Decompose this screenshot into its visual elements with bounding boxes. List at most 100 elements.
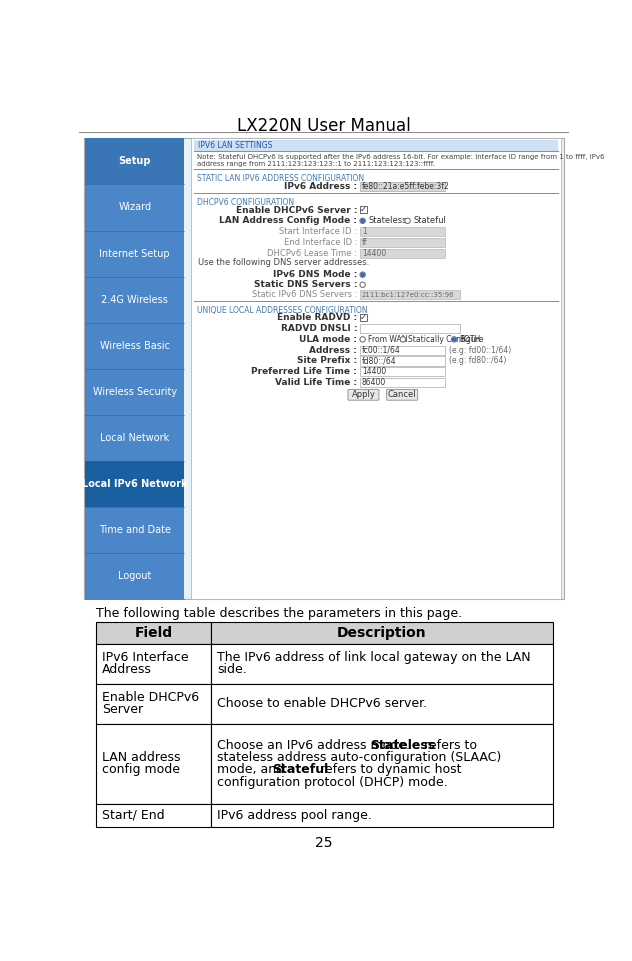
Text: 2111:bc1:127e0:cc::35:96: 2111:bc1:127e0:cc::35:96	[362, 292, 454, 298]
Text: Address: Address	[102, 663, 152, 677]
Bar	[85, 138, 185, 185]
Bar	[96, 622, 210, 644]
Text: Time and Date: Time and Date	[99, 525, 171, 535]
Text: The following table describes the parameters in this page.: The following table describes the parame…	[96, 606, 462, 620]
Text: Wireless Basic: Wireless Basic	[100, 340, 170, 351]
Text: Stateless: Stateless	[370, 739, 435, 752]
Text: 25: 25	[315, 836, 332, 850]
Text: Server: Server	[102, 703, 143, 716]
Bar	[191, 138, 561, 599]
Bar	[83, 138, 564, 599]
Bar	[85, 231, 185, 277]
Text: Start/ End: Start/ End	[102, 809, 165, 822]
Text: Field: Field	[135, 626, 173, 640]
Text: BOTH: BOTH	[459, 334, 481, 344]
Bar	[210, 683, 553, 724]
FancyBboxPatch shape	[387, 389, 418, 400]
Text: ULA mode :: ULA mode :	[299, 334, 357, 344]
Text: From WAN: From WAN	[368, 334, 408, 344]
Text: Stateless: Stateless	[368, 216, 406, 225]
Bar	[96, 683, 210, 724]
Text: DHCPV6 CONFIGURATION: DHCPV6 CONFIGURATION	[197, 198, 294, 207]
Text: 14400: 14400	[362, 367, 386, 376]
Bar	[360, 290, 460, 299]
Bar	[360, 237, 445, 247]
Text: Wizard: Wizard	[118, 203, 151, 212]
Text: Static IPv6 DNS Servers :: Static IPv6 DNS Servers :	[252, 290, 357, 299]
Text: Description: Description	[337, 626, 427, 640]
Text: Note: Stateful DHCPv6 is supported after the IPv6 address 16-bit. For example: I: Note: Stateful DHCPv6 is supported after…	[197, 154, 604, 167]
Text: Local Network: Local Network	[100, 432, 169, 443]
Bar	[360, 182, 445, 191]
Bar	[85, 323, 185, 369]
Bar	[360, 378, 445, 387]
Text: Choose to enable DHCPv6 server.: Choose to enable DHCPv6 server.	[217, 697, 427, 710]
Bar	[210, 724, 553, 803]
Text: config mode: config mode	[102, 763, 180, 776]
Text: Static DNS Servers :: Static DNS Servers :	[253, 281, 357, 289]
Text: Valid Life Time :: Valid Life Time :	[275, 378, 357, 387]
Text: Apply: Apply	[351, 390, 375, 400]
Bar	[210, 622, 553, 644]
Bar	[96, 644, 210, 683]
Text: Statically Configure: Statically Configure	[408, 334, 484, 344]
Text: End Interface ID :: End Interface ID :	[284, 238, 357, 247]
Text: Address :: Address :	[309, 346, 357, 355]
Text: IPv6 Interface: IPv6 Interface	[102, 651, 189, 664]
Bar	[360, 314, 367, 321]
Circle shape	[453, 338, 456, 341]
Text: stateless address auto-configuration (SLAAC): stateless address auto-configuration (SL…	[217, 751, 501, 764]
Circle shape	[360, 282, 365, 287]
Circle shape	[400, 336, 406, 342]
Text: Choose an IPv6 address mode.: Choose an IPv6 address mode.	[217, 739, 414, 752]
Text: 86400: 86400	[362, 378, 386, 387]
Text: RADVD DNSLI :: RADVD DNSLI :	[281, 324, 357, 333]
Text: STATIC LAN IPV6 ADDRESS CONFIGURATION: STATIC LAN IPV6 ADDRESS CONFIGURATION	[197, 174, 364, 183]
Text: The IPv6 address of link local gateway on the LAN: The IPv6 address of link local gateway o…	[217, 651, 531, 664]
FancyBboxPatch shape	[348, 389, 379, 400]
Circle shape	[361, 273, 364, 276]
Text: Enable DHCPv6: Enable DHCPv6	[102, 691, 199, 704]
Bar	[210, 644, 553, 683]
Bar	[193, 140, 558, 151]
Bar	[96, 803, 210, 826]
Text: Logout: Logout	[118, 571, 152, 580]
Text: side.: side.	[217, 663, 246, 677]
Bar	[360, 324, 460, 333]
Text: Local IPv6 Network: Local IPv6 Network	[82, 479, 188, 489]
Bar	[85, 277, 185, 323]
Text: refers to: refers to	[420, 739, 477, 752]
Bar	[85, 460, 185, 506]
Text: Stateful: Stateful	[272, 763, 328, 776]
Text: IPv6 DNS Mode :: IPv6 DNS Mode :	[273, 270, 357, 280]
Text: LX220N User Manual: LX220N User Manual	[237, 117, 411, 136]
Circle shape	[361, 219, 364, 222]
Text: 2.4G Wireless: 2.4G Wireless	[101, 295, 168, 305]
Text: fc00::1/64: fc00::1/64	[362, 346, 401, 355]
Text: ✓: ✓	[360, 205, 367, 214]
Text: UNIQUE LOCAL ADDRESSES CONFIGURATION: UNIQUE LOCAL ADDRESSES CONFIGURATION	[197, 306, 367, 314]
Circle shape	[405, 218, 410, 224]
Text: ff: ff	[362, 238, 367, 247]
Text: fe80::21a:e5ff:febe:3f2: fe80::21a:e5ff:febe:3f2	[362, 182, 449, 190]
Text: Cancel: Cancel	[388, 390, 416, 400]
Text: Setup: Setup	[119, 157, 151, 166]
Text: Preferred Life Time :: Preferred Life Time :	[252, 367, 357, 376]
Text: LAN Address Config Mode :: LAN Address Config Mode :	[219, 216, 357, 225]
Text: mode, and: mode, and	[217, 763, 288, 776]
Text: IPv6 Address :: IPv6 Address :	[284, 182, 357, 190]
Bar	[210, 803, 553, 826]
Bar	[360, 346, 445, 355]
Text: Enable RADVD :: Enable RADVD :	[277, 313, 357, 322]
Text: LAN address: LAN address	[102, 751, 181, 764]
Text: DHCPv6 Lease Time :: DHCPv6 Lease Time :	[267, 249, 357, 258]
Text: Stateful: Stateful	[413, 216, 446, 225]
Text: Wireless Security: Wireless Security	[93, 386, 177, 397]
Bar	[85, 369, 185, 415]
Bar	[85, 506, 185, 553]
Text: 14400: 14400	[362, 249, 386, 258]
Text: Site Prefix :: Site Prefix :	[297, 357, 357, 365]
Text: Use the following DNS server addresses.: Use the following DNS server addresses.	[198, 258, 370, 267]
Circle shape	[360, 218, 365, 224]
Bar	[96, 724, 210, 803]
